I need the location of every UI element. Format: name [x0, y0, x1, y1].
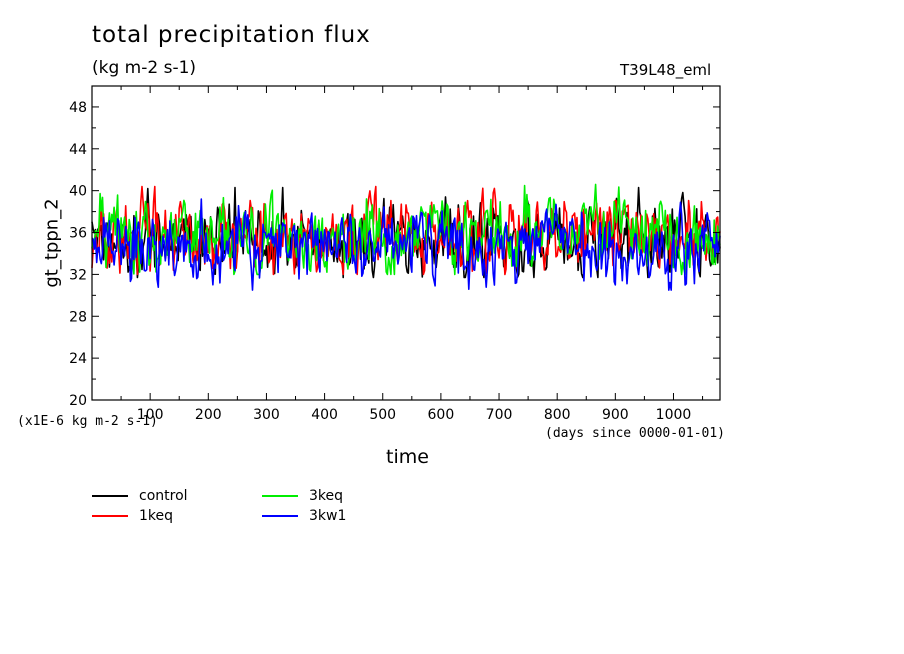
x-tick-label: 100 [137, 407, 164, 423]
chart-title: total precipitation flux [92, 22, 371, 48]
x-tick-label: 1000 [656, 407, 692, 423]
series-layer [91, 183, 721, 291]
legend-swatch-3kw1 [262, 515, 298, 517]
plot-frame [91, 85, 721, 401]
x-tick-label: 400 [311, 407, 338, 423]
chart-units: (kg m-2 s-1) [92, 58, 197, 78]
y-tick-label: 32 [69, 267, 87, 283]
y-tick-label: 20 [69, 393, 87, 409]
legend-item-control: control [92, 488, 188, 504]
y-tick-label: 36 [69, 226, 87, 242]
legend-label-1keq: 1keq [139, 508, 174, 524]
x-axis-units: (days since 0000-01-01) [545, 426, 726, 441]
series-line-3kw1 [91, 198, 721, 291]
x-tick-label: 800 [544, 407, 571, 423]
legend-item-3kw1: 3kw1 [262, 508, 346, 524]
legend-label-3keq: 3keq [309, 488, 344, 504]
legend-item-3keq: 3keq [262, 488, 343, 504]
x-tick-label: 200 [195, 407, 222, 423]
legend-item-1keq: 1keq [92, 508, 173, 524]
axes-layer: 20 24 28 32 36 40 44 48 100 200 300 400 500 600 700 800… [69, 85, 721, 423]
legend-swatch-3keq [262, 495, 298, 497]
x-axis-label: time [386, 446, 429, 468]
y-tick-label: 24 [69, 351, 87, 367]
experiment-label: T39L48_eml [620, 61, 712, 79]
x-tick-label: 300 [253, 407, 280, 423]
legend-label-control: control [139, 488, 188, 504]
y-tick-label: 28 [69, 309, 87, 325]
x-tick-label: 600 [428, 407, 455, 423]
y-axis-units: (x1E-6 kg m-2 s-1) [17, 414, 158, 429]
y-tick-label: 44 [69, 142, 87, 158]
legend-swatch-control [92, 495, 128, 497]
x-tick-label: 700 [486, 407, 513, 423]
x-tick-label: 500 [369, 407, 396, 423]
series-line-1keq [91, 185, 721, 276]
x-tick-label: 900 [602, 407, 629, 423]
legend-label-3kw1: 3kw1 [309, 508, 347, 524]
legend-swatch-1keq [92, 515, 128, 517]
y-tick-label: 40 [69, 184, 87, 200]
y-tick-label: 48 [69, 100, 87, 116]
